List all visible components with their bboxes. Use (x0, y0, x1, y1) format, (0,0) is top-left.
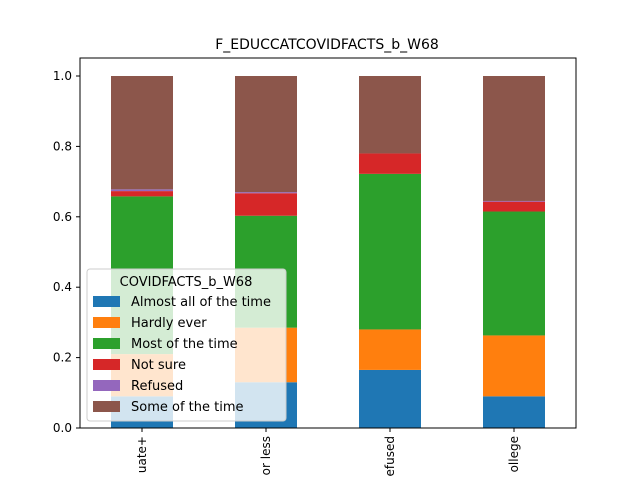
bar-segment (483, 211, 545, 336)
bar-segment (483, 201, 545, 212)
bar-segment (483, 200, 545, 202)
legend-swatch (93, 359, 120, 370)
y-tick-label: 0.4 (53, 280, 72, 294)
legend-label: Refused (131, 379, 183, 394)
legend-label: Not sure (131, 358, 186, 373)
y-tick-label: 0.8 (53, 139, 72, 153)
legend-swatch (93, 380, 120, 391)
y-tick-label: 0.2 (53, 351, 72, 365)
bar-segment (235, 76, 297, 193)
bar-segment (359, 369, 421, 428)
bar-segment (483, 396, 545, 428)
y-axis: 0.0 0.2 0.4 0.6 0.8 1.0 (53, 69, 80, 435)
bar-segment (359, 329, 421, 370)
legend-box (86, 268, 287, 422)
bar-segment (483, 76, 545, 201)
bar-segment (359, 173, 421, 330)
y-tick-label: 0.6 (53, 210, 72, 224)
plot-frame (79, 57, 577, 429)
legend-swatch (93, 317, 120, 328)
x-axis: uate+ or less efused ollege (135, 428, 521, 476)
legend-items: Almost all of the time Hardly ever Most of… (93, 295, 271, 415)
legend-label: Some of the time (131, 400, 244, 415)
bar-segment (359, 76, 421, 154)
bar-segment (359, 153, 421, 174)
x-tick-label: ollege (507, 436, 521, 472)
bar-segment (235, 193, 297, 216)
bar-segment (235, 192, 297, 194)
x-tick-label: efused (383, 436, 397, 476)
legend-swatch (93, 296, 120, 307)
legend-swatch (93, 338, 120, 349)
legend-label: Most of the time (131, 337, 238, 352)
legend: COVIDFACTS_b_W68 Almost all of the time H… (86, 268, 287, 422)
bar-segment (483, 335, 545, 397)
bar-segment (111, 76, 173, 190)
y-tick-label: 1.0 (53, 69, 72, 83)
legend-title: COVIDFACTS_b_W68 (120, 275, 253, 290)
bar-segment (111, 191, 173, 197)
legend-swatch (93, 401, 120, 412)
legend-label: Almost all of the time (131, 295, 271, 310)
y-tick-label: 0.0 (53, 421, 72, 435)
x-tick-label: uate+ (135, 436, 149, 473)
bar-segment (111, 189, 173, 192)
x-tick-label: or less (259, 436, 273, 475)
chart-title: F_EDUCCATCOVIDFACTS_b_W68 (215, 37, 439, 53)
legend-label: Hardly ever (131, 316, 207, 331)
